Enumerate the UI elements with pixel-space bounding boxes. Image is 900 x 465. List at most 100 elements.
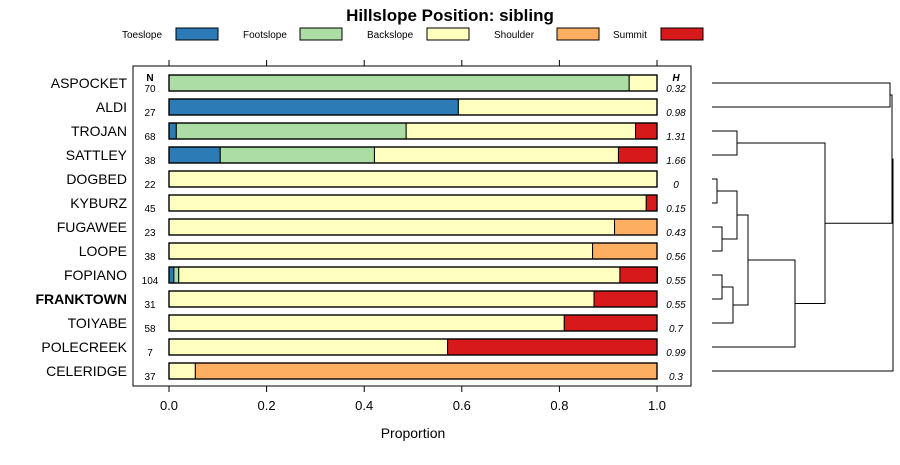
category-label-celeridge: CELERIDGE (46, 363, 127, 379)
h-value-franktown: 0.55 (666, 300, 686, 311)
dendro-branch-fugawee-loope (712, 226, 723, 252)
bar-outline-fugawee (168, 218, 658, 236)
bar-segment-fopiano-toeslope (168, 266, 175, 284)
category-label-fopiano: FOPIANO (64, 267, 127, 283)
h-value-trojan: 1.31 (666, 132, 685, 143)
bar-outline-loope (168, 242, 658, 260)
dendrogram (712, 82, 894, 372)
x-tick-label-3: 0.6 (453, 398, 471, 413)
dendro-branch-g (825, 94, 893, 224)
legend-swatch-toeslope (175, 27, 219, 41)
n-value-loope: 38 (144, 252, 156, 263)
bar-segment-polecreek-backslope (168, 338, 449, 356)
n-value-kyburz: 45 (144, 204, 156, 215)
dendro-branch-root (712, 158, 894, 372)
bar-segment-fugawee-backslope (168, 218, 616, 236)
bar-segment-kyburz-backslope (168, 194, 647, 212)
dendro-branch-a (717, 190, 738, 240)
category-label-aspocket: ASPOCKET (51, 75, 128, 91)
dendro-branch-c (733, 214, 749, 306)
legend-swatch-shoulder (556, 27, 600, 41)
bar-outline-celeridge (168, 362, 658, 380)
dendro-branch-fopiano-franktown (712, 274, 723, 300)
bar-outline-toiyabe (168, 314, 658, 332)
bar-segment-fopiano-backslope (178, 266, 621, 284)
n-value-dogbed: 22 (144, 180, 156, 191)
bar-segment-sattley-footslope (219, 146, 375, 164)
bar-segment-sattley-toeslope (168, 146, 221, 164)
category-label-loope: LOOPE (79, 243, 127, 259)
h-value-fugawee: 0.43 (666, 228, 686, 239)
legend-label-footslope: Footslope (243, 30, 287, 41)
h-value-celeridge: 0.3 (669, 372, 683, 383)
bar-segment-fopiano-footslope (173, 266, 180, 284)
x-axis: 0.0 0.2 0.4 0.6 0.8 1.0 (160, 60, 666, 413)
category-label-toiyabe: TOIYABE (68, 315, 127, 331)
legend-label-shoulder: Shoulder (494, 30, 535, 41)
bar-segment-franktown-backslope (168, 290, 595, 308)
category-label-aldi: ALDI (96, 99, 127, 115)
bar-segment-fopiano-summit (619, 266, 658, 284)
bar-segment-trojan-backslope (405, 122, 637, 140)
h-value-dogbed: 0 (673, 180, 679, 191)
legend-label-backslope: Backslope (367, 30, 414, 41)
rows: ASPOCKET 70 0.32 ALDI 27 0.98 TROJAN 68 1.31 SATT… (35, 74, 686, 383)
h-value-toiyabe: 0.7 (669, 324, 683, 335)
h-value-loope: 0.56 (666, 252, 686, 263)
legend: Toeslope Footslope Backslope Shoulder Summit (122, 27, 704, 41)
h-header: H (672, 73, 680, 84)
x-tick-label-0: 0.0 (160, 398, 178, 413)
legend-label-toeslope: Toeslope (122, 30, 162, 41)
h-value-aspocket: 0.32 (666, 84, 686, 95)
x-axis-label: Proportion (381, 425, 446, 441)
h-value-aldi: 0.98 (666, 108, 686, 119)
bar-segment-dogbed-backslope (168, 170, 658, 188)
bar-segment-aldi-toeslope (168, 98, 459, 116)
bar-outline-aspocket (168, 74, 658, 92)
bar-outline-fopiano (168, 266, 658, 284)
legend-swatch-summit (660, 27, 704, 41)
dendro-branch-dogbed-kyburz (712, 178, 718, 204)
bar-outline-kyburz (168, 194, 658, 212)
h-value-polecreek: 0.99 (666, 348, 686, 359)
category-label-fugawee: FUGAWEE (57, 219, 127, 235)
category-label-franktown: FRANKTOWN (35, 291, 127, 307)
n-value-aspocket: 70 (144, 84, 156, 95)
bar-outline-dogbed (168, 170, 658, 188)
dendro-branch-aspocket-aldi (712, 82, 891, 108)
n-value-celeridge: 37 (144, 372, 156, 383)
legend-swatch-footslope (299, 27, 343, 41)
bar-segment-sattley-summit (617, 146, 658, 164)
n-value-trojan: 68 (144, 132, 156, 143)
category-label-trojan: TROJAN (71, 123, 127, 139)
bar-outline-aldi (168, 98, 658, 116)
category-label-sattley: SATTLEY (66, 147, 128, 163)
legend-label-summit: Summit (613, 30, 647, 41)
category-label-polecreek: POLECREEK (41, 339, 127, 355)
bar-segment-toiyabe-summit (563, 314, 658, 332)
bar-segment-aldi-backslope (457, 98, 658, 116)
dendro-branch-trojan-sattley (712, 130, 738, 156)
n-value-sattley: 38 (144, 156, 156, 167)
bar-segment-polecreek-summit (447, 338, 658, 356)
bar-outline-trojan (168, 122, 658, 140)
bar-segment-celeridge-backslope (168, 362, 196, 380)
bar-outline-polecreek (168, 338, 658, 356)
legend-swatch-backslope (426, 27, 470, 41)
bar-segment-loope-shoulder (592, 242, 658, 260)
chart-title: Hillslope Position: sibling (346, 6, 554, 25)
n-value-aldi: 27 (144, 108, 156, 119)
x-tick-label-2: 0.4 (355, 398, 373, 413)
bar-segment-celeridge-shoulder (194, 362, 658, 380)
x-tick-label-5: 1.0 (648, 398, 666, 413)
n-value-fugawee: 23 (144, 228, 156, 239)
bar-outline-sattley (168, 146, 658, 164)
h-value-kyburz: 0.15 (666, 204, 686, 215)
bar-segment-aspocket-footslope (168, 74, 630, 92)
x-tick-label-1: 0.2 (258, 398, 276, 413)
bar-segment-trojan-summit (635, 122, 658, 140)
bar-segment-franktown-summit (593, 290, 658, 308)
bar-segment-toiyabe-backslope (168, 314, 565, 332)
